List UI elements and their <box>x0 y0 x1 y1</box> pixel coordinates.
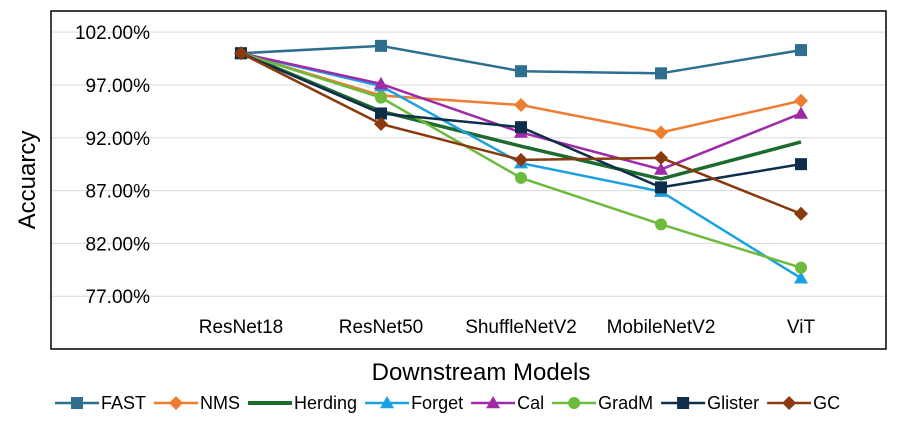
data-point-fast <box>795 44 807 57</box>
legend-marker-forget <box>380 396 395 409</box>
legend-label-herding: Herding <box>294 393 357 413</box>
data-point-gradm <box>795 261 807 274</box>
data-point-glister <box>515 121 527 134</box>
legend-label-cal: Cal <box>517 393 544 413</box>
gridlines <box>51 31 886 297</box>
x-tick-label: ResNet50 <box>339 317 424 338</box>
legend-label-gradm: GradM <box>598 393 653 413</box>
legend-marker-glister <box>677 397 690 409</box>
data-point-gc <box>234 46 248 61</box>
plot-frame <box>50 10 887 350</box>
data-point-glister <box>655 181 667 194</box>
x-tick-label: ShuffleNetV2 <box>465 317 577 338</box>
legend-item-glister: Glister <box>661 393 759 413</box>
legend: FAST NMS Herding Forget Cal GradM Glister GC <box>55 393 840 413</box>
legend-label-fast: FAST <box>101 393 146 413</box>
legend-label-gc: GC <box>813 393 840 413</box>
data-point-fast <box>655 67 667 80</box>
series-line-herding <box>240 51 802 181</box>
legend-marker-fast <box>71 397 83 409</box>
data-point-nms <box>514 98 528 113</box>
data-point-gradm <box>655 218 667 231</box>
data-point-fast <box>375 39 387 52</box>
data-point-cal <box>374 76 388 90</box>
series-gc <box>234 46 808 221</box>
y-tick-label: 77.00% <box>86 287 151 308</box>
data-point-cal <box>794 106 808 119</box>
legend-label-forget: Forget <box>411 393 463 413</box>
legend-item-gradm: GradM <box>552 393 653 413</box>
data-point-nms <box>654 125 668 140</box>
data-point-gc <box>794 206 808 221</box>
data-point-glister <box>795 158 807 171</box>
x-tick-label: MobileNetV2 <box>607 317 716 338</box>
data-point-cal <box>654 162 668 175</box>
data-point-forget <box>794 271 808 284</box>
legend-marker-gradm <box>568 397 581 409</box>
data-point-gradm <box>375 91 387 104</box>
data-point-glister <box>375 107 387 120</box>
legend-marker-cal <box>486 396 501 409</box>
legend-label-glister: Glister <box>707 393 759 413</box>
legend-label-nms: NMS <box>200 393 240 413</box>
y-tick-label: 97.00% <box>86 76 151 97</box>
legend-item-herding: Herding <box>248 393 357 413</box>
y-axis-label: Accuarcy <box>14 131 41 230</box>
y-tick-label: 87.00% <box>86 182 151 203</box>
data-point-fast <box>515 65 527 78</box>
y-tick-label: 92.00% <box>86 129 151 150</box>
x-tick-label: ViT <box>787 317 816 338</box>
legend-item-gc: GC <box>767 393 840 413</box>
series-herding <box>240 51 802 181</box>
data-point-gc <box>514 152 528 167</box>
data-point-gradm <box>515 171 527 184</box>
legend-item-nms: NMS <box>154 393 240 413</box>
data-point-nms <box>794 93 808 108</box>
x-tick-label: ResNet18 <box>199 317 284 338</box>
y-tick-label: 82.00% <box>86 234 151 255</box>
legend-marker-gc <box>782 396 797 410</box>
legend-marker-nms <box>169 396 184 410</box>
legend-item-fast: FAST <box>55 393 146 413</box>
legend-item-cal: Cal <box>471 393 544 413</box>
data-point-gc <box>654 150 668 165</box>
series-layer <box>234 39 808 284</box>
data-point-gc <box>374 117 388 132</box>
x-axis-ticks: ResNet18 ResNet50 ShuffleNetV2 MobileNetV2 V… <box>199 317 816 338</box>
y-axis-ticks: 77.00% 82.00% 87.00% 92.00% 97.00% 102.00% <box>75 23 150 308</box>
legend-item-forget: Forget <box>365 393 463 413</box>
x-axis-label: Downstream Models <box>372 359 591 386</box>
y-tick-label: 102.00% <box>75 23 150 44</box>
